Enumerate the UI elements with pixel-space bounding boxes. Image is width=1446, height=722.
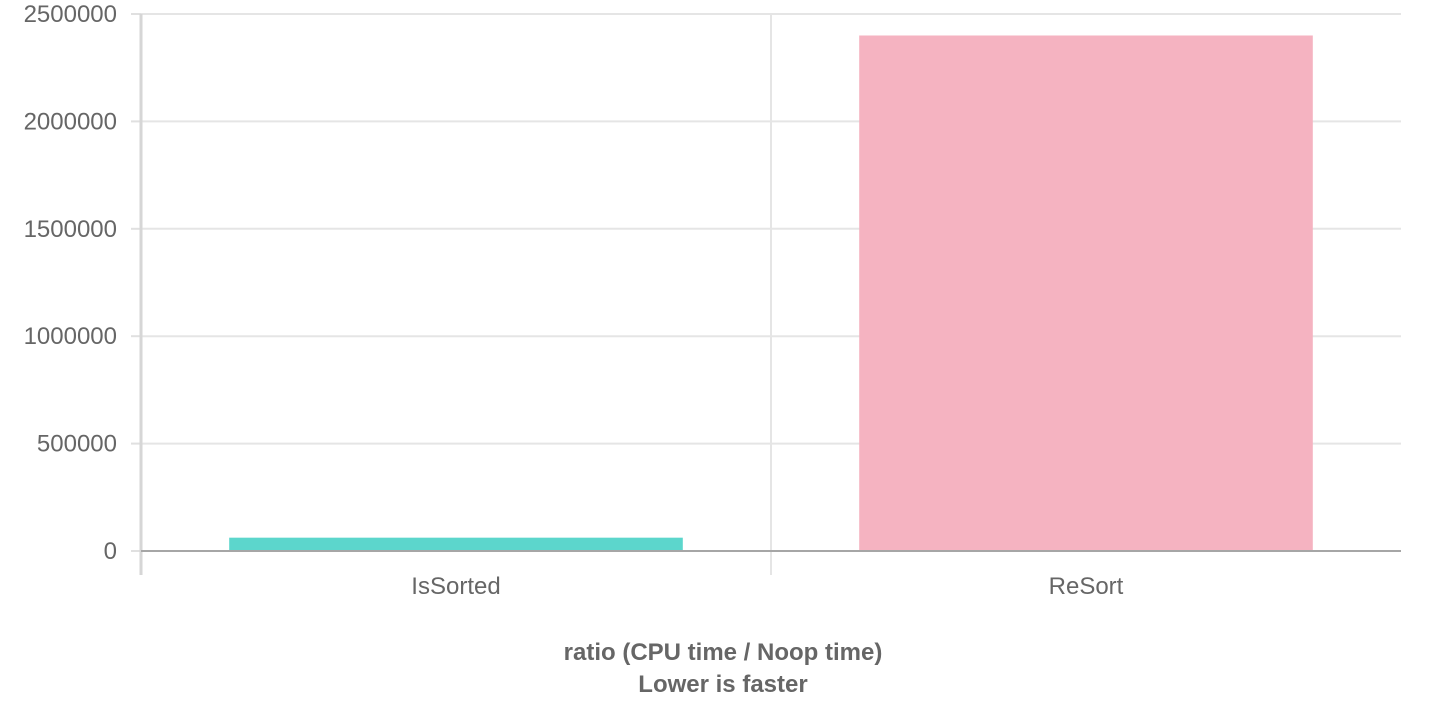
bar-resort (859, 35, 1313, 552)
y-tick-label: 500000 (37, 431, 117, 458)
tick-labels: 0 500000 1000000 1500000 2000000 2500000 IsSor… (24, 1, 1124, 600)
y-tick-label: 1500000 (24, 216, 117, 243)
y-tick-label: 2000000 (24, 108, 117, 135)
x-tick-label: ReSort (1049, 573, 1124, 600)
axes (139, 14, 1401, 575)
y-tick-label: 0 (104, 538, 117, 565)
y-tick-label: 1000000 (24, 323, 117, 350)
x-axis-subtitle: Lower is faster (638, 671, 807, 698)
bar-issorted (229, 537, 683, 551)
x-axis-title: ratio (CPU time / Noop time) (564, 639, 883, 666)
x-tick-label: IsSorted (411, 573, 500, 600)
bars (229, 35, 1313, 552)
y-tick-label: 2500000 (24, 1, 117, 28)
